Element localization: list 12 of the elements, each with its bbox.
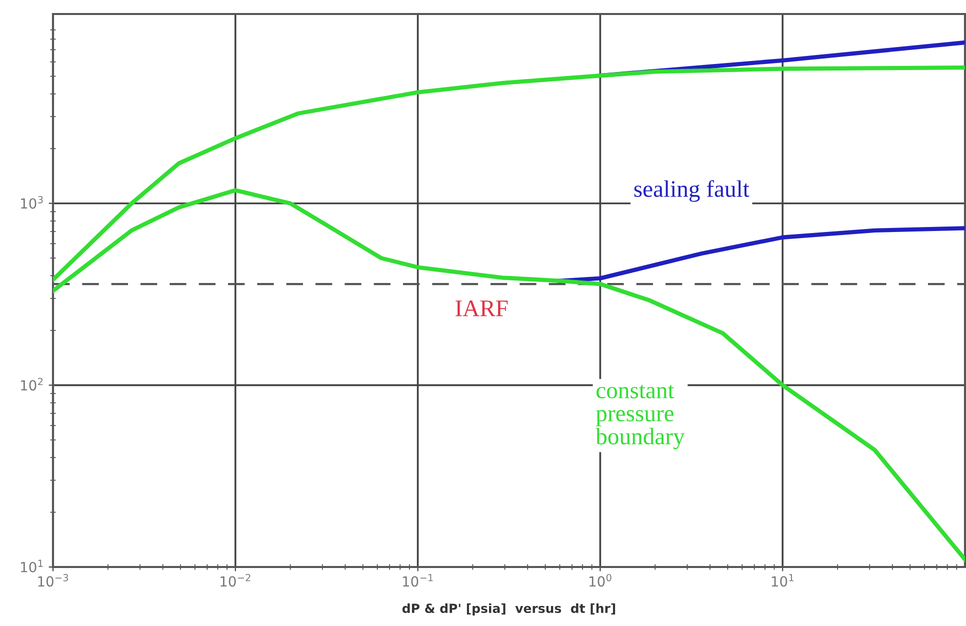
series-label: sealing fault [634,180,750,202]
y-tick-label: 10$^{3}$ [21,196,43,209]
y-tick-label: 10$^{2}$ [21,378,43,391]
ref-line-label: IARF [456,300,508,316]
x-tick-label: 10$^{−1}$ [403,574,433,587]
x-axis-title: dP & dP' [psia] versus dt [hr] [402,603,616,616]
x-tick-label: 10$^{1}$ [772,574,794,587]
x-tick-label: 10$^{−3}$ [38,574,68,587]
text: constant pressure boundary [596,384,685,450]
y-tick-label: 10$^{1}$ [21,560,43,572]
x-tick-label: 10$^{0}$ [590,574,612,587]
x-tick-label: 10$^{−2}$ [220,574,250,587]
